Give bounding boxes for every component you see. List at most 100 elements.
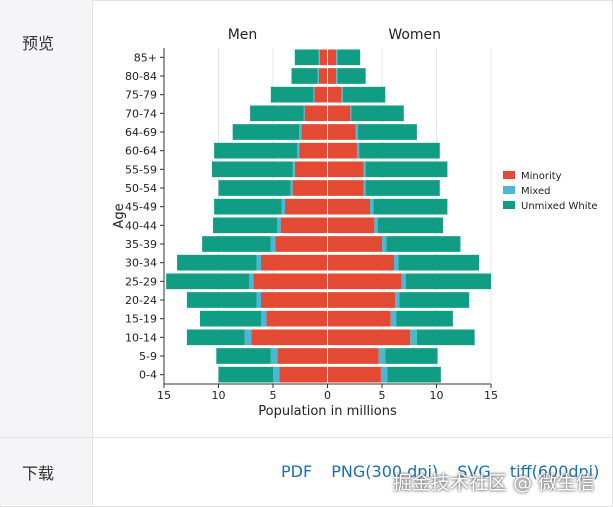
label-column bbox=[0, 0, 93, 505]
bar-women-unmixed-64-69 bbox=[358, 124, 417, 140]
bar-women-mixed-60-64 bbox=[356, 142, 360, 159]
bar-men-unmixed-75-79 bbox=[270, 86, 314, 103]
y-tick-label: 85+ bbox=[134, 51, 157, 64]
bar-men-mixed-75-79 bbox=[313, 86, 315, 103]
bar-men-mixed-30-34 bbox=[256, 254, 262, 271]
bar-women-mixed-15-19 bbox=[390, 310, 397, 327]
bar-women-unmixed-10-14 bbox=[416, 329, 475, 346]
y-tick-label: 25-29 bbox=[125, 275, 157, 288]
bar-men-minority-85+ bbox=[319, 49, 328, 66]
chart-title-women: Women bbox=[388, 27, 441, 43]
bar-women-minority-25-29 bbox=[327, 273, 402, 290]
y-tick-label: 60-64 bbox=[125, 145, 157, 158]
legend-swatch-0 bbox=[503, 171, 515, 179]
download-pdf-link[interactable]: PDF bbox=[281, 462, 313, 481]
bar-men-mixed-5-9 bbox=[270, 348, 278, 364]
x-tick-label: 15 bbox=[484, 389, 498, 402]
legend-label: Mixed bbox=[521, 186, 551, 197]
bar-men-unmixed-35-39 bbox=[202, 236, 271, 252]
bar-men-minority-5-9 bbox=[277, 348, 328, 364]
y-tick-label: 15-19 bbox=[125, 313, 157, 326]
bar-men-unmixed-5-9 bbox=[216, 348, 271, 364]
bar-men-unmixed-70-74 bbox=[250, 105, 304, 122]
bar-men-minority-80-84 bbox=[318, 68, 328, 84]
download-svg-link[interactable]: SVG bbox=[457, 462, 491, 481]
bar-men-mixed-40-44 bbox=[277, 217, 281, 234]
bar-men-mixed-50-54 bbox=[290, 180, 293, 196]
bar-women-unmixed-40-44 bbox=[377, 217, 444, 234]
bar-women-minority-60-64 bbox=[327, 142, 357, 159]
bar-women-mixed-50-54 bbox=[363, 180, 366, 196]
bar-women-unmixed-55-59 bbox=[365, 161, 448, 178]
chart-title-men: Men bbox=[228, 27, 258, 43]
bar-men-minority-25-29 bbox=[253, 273, 328, 290]
legend-swatch-1 bbox=[503, 186, 515, 194]
x-tick-label: 10 bbox=[212, 389, 226, 402]
bar-men-minority-75-79 bbox=[314, 86, 328, 103]
y-tick-label: 50-54 bbox=[125, 182, 157, 195]
download-png-link[interactable]: PNG(300 dpi) bbox=[331, 462, 439, 481]
bar-men-unmixed-85+ bbox=[294, 49, 319, 66]
chart-area: 0-4 5-9 10-14 15-19 20-24 25-29 30-34 35-39 40-4… bbox=[93, 1, 611, 437]
row-divider bbox=[0, 437, 611, 438]
download-label: 下载 bbox=[22, 464, 55, 483]
bar-men-unmixed-80-84 bbox=[291, 68, 318, 84]
y-tick-label: 35-39 bbox=[125, 238, 157, 251]
bar-women-mixed-35-39 bbox=[382, 236, 387, 252]
y-tick-label: 20-24 bbox=[125, 294, 157, 307]
bar-men-unmixed-25-29 bbox=[166, 273, 250, 290]
bar-women-unmixed-20-24 bbox=[399, 292, 470, 308]
bar-men-mixed-15-19 bbox=[261, 310, 267, 327]
bar-women-minority-75-79 bbox=[327, 86, 342, 103]
download-tiff-link[interactable]: tiff(600dpi) bbox=[509, 462, 600, 481]
bar-women-minority-30-34 bbox=[327, 254, 394, 271]
watermark: 掘金技术社区 @ 微生信 bbox=[392, 472, 595, 494]
legend-label: Unmixed White bbox=[521, 201, 598, 212]
y-tick-label: 64-69 bbox=[125, 126, 157, 139]
bar-women-mixed-0-4 bbox=[380, 366, 388, 383]
y-axis-label: Age bbox=[112, 203, 127, 228]
bar-men-unmixed-10-14 bbox=[186, 329, 245, 346]
bar-men-unmixed-50-54 bbox=[218, 180, 291, 196]
bar-men-unmixed-60-64 bbox=[214, 142, 297, 159]
bar-men-mixed-55-59 bbox=[292, 161, 295, 178]
x-tick-label: 10 bbox=[430, 389, 444, 402]
population-pyramid-chart: 0-4 5-9 10-14 15-19 20-24 25-29 30-34 35-39 40-4… bbox=[112, 27, 598, 419]
bar-women-minority-0-4 bbox=[327, 366, 381, 383]
bar-men-minority-15-19 bbox=[266, 310, 328, 327]
legend-label: Minority bbox=[521, 171, 562, 182]
bar-women-unmixed-85+ bbox=[337, 49, 361, 66]
bar-women-unmixed-35-39 bbox=[386, 236, 461, 252]
bar-women-minority-10-14 bbox=[327, 329, 411, 346]
bar-women-mixed-25-29 bbox=[401, 273, 406, 290]
bar-men-minority-20-24 bbox=[261, 292, 328, 308]
preview-label: 预览 bbox=[22, 34, 55, 53]
bar-women-minority-5-9 bbox=[327, 348, 379, 364]
bar-women-mixed-10-14 bbox=[410, 329, 417, 346]
bar-men-minority-40-44 bbox=[280, 217, 328, 234]
bar-men-minority-60-64 bbox=[299, 142, 328, 159]
bar-men-mixed-85+ bbox=[318, 49, 320, 66]
bar-women-unmixed-25-29 bbox=[405, 273, 491, 290]
bar-women-minority-64-69 bbox=[327, 124, 356, 140]
bar-women-unmixed-75-79 bbox=[342, 86, 386, 103]
bar-women-unmixed-5-9 bbox=[385, 348, 438, 364]
bar-men-minority-45-49 bbox=[284, 198, 328, 215]
bar-women-unmixed-15-19 bbox=[396, 310, 453, 327]
bar-men-unmixed-15-19 bbox=[199, 310, 262, 327]
y-tick-label: 45-49 bbox=[125, 201, 157, 214]
bar-men-unmixed-64-69 bbox=[232, 124, 300, 140]
bar-women-minority-35-39 bbox=[327, 236, 382, 252]
bar-women-mixed-75-79 bbox=[341, 86, 343, 103]
bar-women-minority-40-44 bbox=[327, 217, 375, 234]
bar-women-mixed-40-44 bbox=[374, 217, 378, 234]
bar-men-unmixed-0-4 bbox=[218, 366, 273, 383]
bar-women-unmixed-70-74 bbox=[351, 105, 404, 122]
bar-women-unmixed-50-54 bbox=[365, 180, 440, 196]
bar-men-mixed-35-39 bbox=[270, 236, 276, 252]
bar-men-mixed-10-14 bbox=[244, 329, 252, 346]
bar-women-mixed-5-9 bbox=[378, 348, 386, 364]
bar-women-mixed-45-49 bbox=[370, 198, 374, 215]
bar-women-mixed-80-84 bbox=[336, 68, 338, 84]
bar-men-mixed-80-84 bbox=[317, 68, 319, 84]
